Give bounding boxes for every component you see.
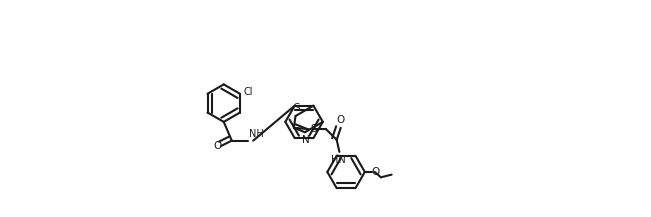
Text: O: O — [337, 115, 345, 125]
Text: HN: HN — [331, 155, 346, 165]
Text: S: S — [311, 124, 318, 134]
Text: O: O — [214, 141, 222, 151]
Text: Cl: Cl — [244, 87, 253, 97]
Text: NH: NH — [249, 129, 264, 139]
Text: O: O — [371, 167, 380, 177]
Text: S: S — [294, 103, 300, 113]
Text: N: N — [302, 135, 310, 145]
